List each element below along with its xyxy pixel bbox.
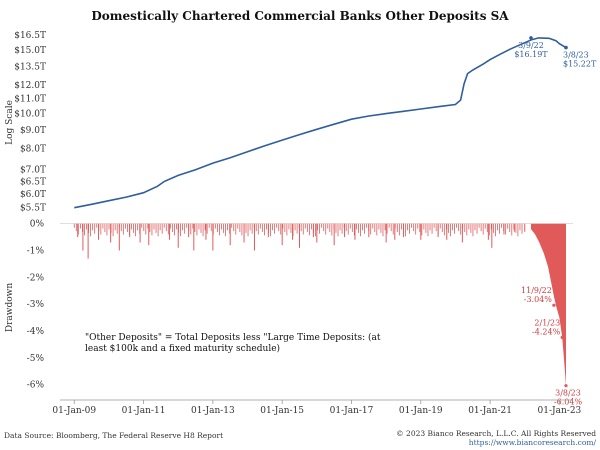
level-y-tick-label: $6.0T bbox=[20, 190, 46, 200]
x-tick-label: 01-Jan-21 bbox=[468, 406, 512, 416]
drawdown-annotation-value: -4.24% bbox=[532, 327, 561, 336]
drawdown-annotation-date: 2/1/23 bbox=[534, 318, 560, 327]
drawdown-y-tick-label: -1% bbox=[27, 247, 45, 257]
drawdown-y-tick-label: -3% bbox=[27, 300, 45, 310]
x-tick-label: 01-Jan-09 bbox=[52, 406, 96, 416]
x-tick-label: 01-Jan-19 bbox=[399, 406, 443, 416]
x-tick-label: 01-Jan-23 bbox=[538, 406, 582, 416]
chart-title: Domestically Chartered Commercial Banks … bbox=[91, 9, 509, 23]
level-annotation-value: $15.22T bbox=[563, 60, 597, 69]
level-y-tick-label: $7.0T bbox=[20, 166, 46, 176]
level-annotation-marker bbox=[564, 45, 568, 50]
level-y-tick-label: $16.5T bbox=[14, 31, 46, 41]
x-tick-label: 01-Jan-15 bbox=[260, 406, 304, 416]
x-tick-label: 01-Jan-13 bbox=[191, 406, 235, 416]
x-tick-label: 01-Jan-17 bbox=[330, 406, 374, 416]
drawdown-annotation-marker bbox=[560, 335, 564, 339]
level-annotation-date: 3/8/23 bbox=[563, 51, 589, 60]
drawdown-annotation-value: -6.04% bbox=[554, 398, 583, 407]
note-line: least $100k and a fixed maturity schedul… bbox=[85, 343, 280, 354]
footer: Data Source: Bloomberg, The Federal Rese… bbox=[4, 429, 596, 447]
level-y-ticks: $5.5T $6.0T $6.5T$7.0T $8.0T $9.0T $10.0T $11.… bbox=[14, 31, 46, 214]
level-axis-label: Log Scale bbox=[5, 100, 15, 145]
x-tick-label: 01-Jan-11 bbox=[122, 406, 166, 416]
drawdown-panel: Drawdown 0% -1% -2% -3% -4% -5% -6% 11/9/22-3.… bbox=[5, 220, 582, 407]
level-annotation-value: $16.19T bbox=[514, 50, 548, 59]
drawdown-annotation-value: -3.04% bbox=[524, 295, 553, 304]
level-annotations: 3/9/22$16.19T 3/8/23$15.22T bbox=[514, 36, 597, 69]
drawdown-y-tick-label: -5% bbox=[27, 354, 45, 364]
copyright: © 2023 Bianco Research, L.L.C. All Right… bbox=[396, 429, 596, 438]
level-y-tick-label: $6.5T bbox=[20, 177, 46, 187]
drawdown-annotation-marker bbox=[564, 384, 568, 388]
level-panel: Log Scale $5.5T $6.0T $6.5T$7.0T $8.0T $9.0T… bbox=[5, 31, 597, 214]
drawdown-y-tick-label: -6% bbox=[27, 381, 45, 391]
drawdown-axis-label: Drawdown bbox=[5, 283, 15, 332]
level-y-tick-label: $8.0T bbox=[20, 145, 46, 155]
definition-note: "Other Deposits" = Total Deposits less "… bbox=[85, 332, 381, 354]
level-y-tick-label: $15.0T bbox=[14, 46, 46, 56]
drawdown-y-tick-label: 0% bbox=[30, 220, 45, 230]
data-source: Data Source: Bloomberg, The Federal Rese… bbox=[4, 431, 223, 440]
drawdown-annotation-marker bbox=[552, 303, 556, 307]
drawdown-annotation-date: 3/8/23 bbox=[555, 389, 581, 398]
drawdown-bars bbox=[73, 223, 526, 259]
level-y-tick-label: $5.5T bbox=[20, 204, 46, 214]
x-axis: 01-Jan-09 01-Jan-11 01-Jan-13 01-Jan-15 01-J… bbox=[52, 399, 582, 416]
level-y-tick-label: $13.5T bbox=[14, 62, 46, 72]
note-line: "Other Deposits" = Total Deposits less "… bbox=[85, 332, 381, 343]
level-y-tick-label: $10.0T bbox=[14, 110, 46, 120]
drawdown-annotations: 11/9/22-3.04% 2/1/23-4.24% 3/8/23-6.04% bbox=[521, 286, 582, 406]
level-annotation-marker bbox=[529, 36, 533, 40]
level-annotation-date: 3/9/22 bbox=[518, 41, 544, 50]
drawdown-annotation-date: 11/9/22 bbox=[521, 286, 552, 295]
drawdown-y-tick-label: -2% bbox=[27, 273, 45, 283]
drawdown-y-tick-label: -4% bbox=[27, 327, 45, 337]
level-y-tick-label: $11.0T bbox=[14, 95, 46, 105]
drawdown-area bbox=[531, 223, 566, 386]
deposits-level-line bbox=[74, 37, 567, 209]
website-link[interactable]: https://www.biancoresearch.com/ bbox=[469, 438, 597, 447]
level-y-tick-label: $12.0T bbox=[14, 81, 46, 91]
level-y-tick-label: $9.0T bbox=[20, 126, 46, 136]
